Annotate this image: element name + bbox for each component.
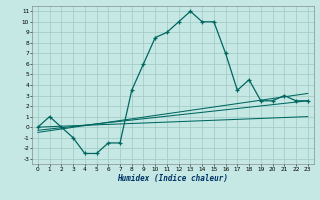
X-axis label: Humidex (Indice chaleur): Humidex (Indice chaleur) [117, 174, 228, 183]
